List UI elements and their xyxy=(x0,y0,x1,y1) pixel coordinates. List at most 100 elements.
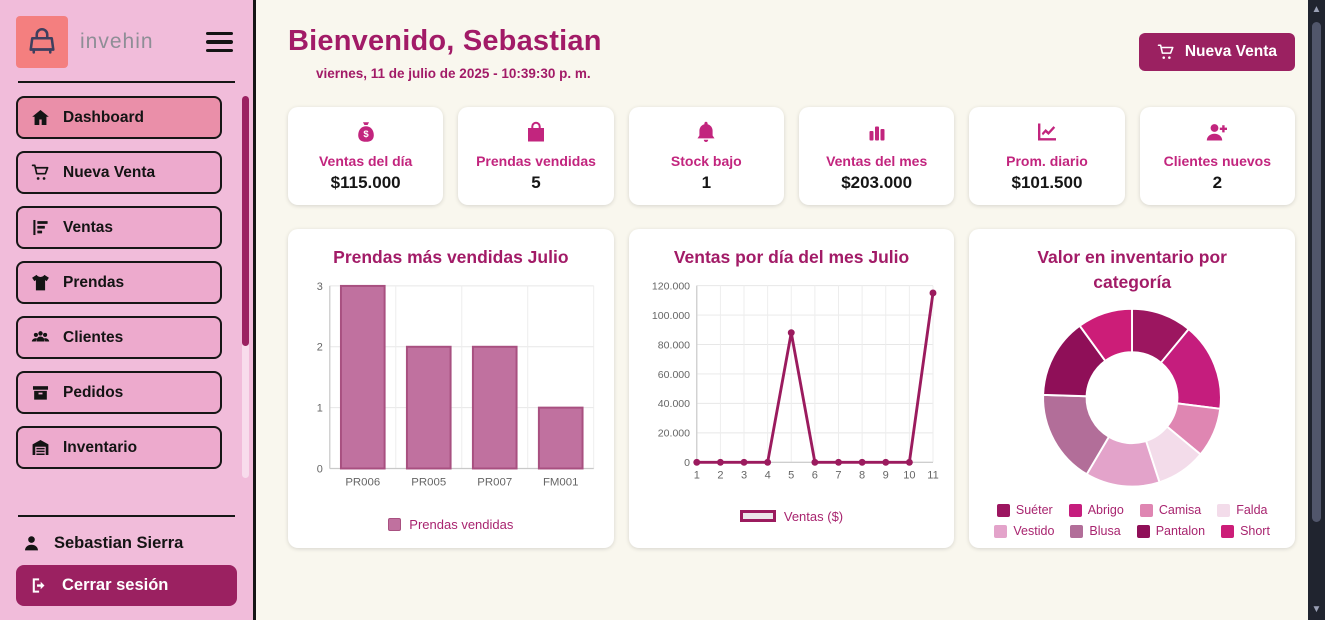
money-bag-icon: $ xyxy=(294,120,437,146)
stat-value: $203.000 xyxy=(841,173,913,192)
handbag-icon xyxy=(29,28,55,54)
cart-icon xyxy=(1157,44,1174,59)
donut-legend-label: Suéter xyxy=(1015,503,1053,518)
svg-text:0: 0 xyxy=(684,457,690,469)
line-chart: 0 20.000 40.000 60.000 80.000 100.000 120.000 1… xyxy=(652,281,939,482)
main-content: Bienvenido, Sebastian viernes, 11 de jul… xyxy=(256,0,1325,620)
svg-text:PR006: PR006 xyxy=(345,477,380,489)
svg-text:10: 10 xyxy=(903,470,915,482)
donut-legend-label: Pantalon xyxy=(1155,524,1206,539)
sidebar-item-inventario[interactable]: Inventario xyxy=(16,426,222,469)
stats-row: $ Ventas del día $115.000 Prendas vendidas 5… xyxy=(288,107,1295,205)
svg-text:20.000: 20.000 xyxy=(657,428,689,440)
user-plus-icon xyxy=(1146,120,1289,146)
stat-label: Ventas del día xyxy=(318,153,413,169)
donut-legend-item: Suéter xyxy=(996,503,1053,518)
stat-card: Ventas del mes $203.000 xyxy=(798,107,955,205)
donut-legend-swatch xyxy=(1068,503,1082,517)
sidebar-item-ventas[interactable]: Ventas xyxy=(16,206,222,249)
line-chart-card: Ventas por día del mes Julio 0 20.000 40.0… xyxy=(628,229,955,549)
svg-text:2: 2 xyxy=(317,342,323,354)
person-icon xyxy=(25,536,38,551)
sidebar-item-label: Clientes xyxy=(63,328,124,346)
sidebar-item-dashboard[interactable]: Dashboard xyxy=(16,96,222,139)
svg-text:100.000: 100.000 xyxy=(652,310,690,322)
donut-legend-item: Blusa xyxy=(1070,524,1121,538)
donut-legend-item: Falda xyxy=(1217,503,1268,518)
donut-legend-swatch xyxy=(1139,503,1153,517)
sidebar-item-prendas[interactable]: Prendas xyxy=(16,261,222,304)
donut-legend-swatch xyxy=(1136,524,1150,538)
stat-card: Clientes nuevos 2 xyxy=(1139,107,1295,205)
sidebar-item-label: Nueva Venta xyxy=(63,163,156,181)
sales-icon xyxy=(31,218,50,237)
sidebar-item-label: Prendas xyxy=(63,273,125,291)
page-scrollbar[interactable]: ▲ ▼ xyxy=(1308,0,1325,620)
donut-legend-label: Camisa xyxy=(1158,503,1202,518)
donut-legend-item: Short xyxy=(1221,524,1270,538)
sidebar-item-nueva-venta[interactable]: Nueva Venta xyxy=(16,151,222,194)
current-user: Sebastian Sierra xyxy=(16,530,237,565)
svg-text:5: 5 xyxy=(788,470,794,482)
donut-legend-label: Falda xyxy=(1236,503,1268,518)
scroll-down-icon[interactable]: ▼ xyxy=(1311,604,1322,615)
logout-button[interactable]: Cerrar sesión xyxy=(16,565,237,606)
bar-chart-icon xyxy=(805,120,948,146)
current-datetime: viernes, 11 de julio de 2025 - 10:39:30 … xyxy=(316,66,591,81)
donut-legend-item: Pantalon xyxy=(1136,524,1206,539)
sidebar-item-label: Inventario xyxy=(63,438,138,456)
svg-text:2: 2 xyxy=(717,470,723,482)
donut-legend-swatch xyxy=(1070,524,1084,538)
charts-row: Prendas más vendidas Julio 0 1 2 3 PR006 PR00… xyxy=(288,229,1296,549)
svg-text:4: 4 xyxy=(764,470,770,482)
donut-legend-label: Vestido xyxy=(1013,524,1055,539)
page-header: Bienvenido, Sebastian viernes, 11 de jul… xyxy=(288,25,1295,81)
svg-text:7: 7 xyxy=(835,470,841,482)
sidebar-item-clientes[interactable]: Clientes xyxy=(16,316,222,359)
stat-value: $101.500 xyxy=(1011,173,1083,192)
stat-card: Prendas vendidas 5 xyxy=(458,107,614,205)
stat-label: Prendas vendidas xyxy=(476,153,596,169)
line-chart-title: Ventas por día del mes Julio xyxy=(673,247,910,267)
warehouse-icon xyxy=(31,438,50,457)
hamburger-menu-icon[interactable] xyxy=(202,28,237,57)
donut-chart xyxy=(1042,307,1222,488)
logout-label: Cerrar sesión xyxy=(62,576,169,594)
stat-value: 1 xyxy=(701,173,712,192)
home-icon xyxy=(31,108,50,127)
stat-value: 5 xyxy=(531,173,541,192)
svg-text:1: 1 xyxy=(693,470,699,482)
sidebar-logo-row: invehin xyxy=(16,16,237,68)
bar-chart-legend: Prendas vendidas xyxy=(388,517,513,532)
svg-text:3: 3 xyxy=(317,281,323,293)
bar-legend-swatch xyxy=(388,517,402,531)
svg-text:11: 11 xyxy=(927,470,938,482)
svg-text:80.000: 80.000 xyxy=(657,340,689,352)
scroll-up-icon[interactable]: ▲ xyxy=(1311,4,1322,15)
donut-legend-item: Camisa xyxy=(1139,503,1202,518)
new-sale-button[interactable]: Nueva Venta xyxy=(1138,33,1295,71)
bar-legend-label: Prendas vendidas xyxy=(409,516,514,532)
chart-line-icon xyxy=(975,120,1118,146)
sidebar-divider-bottom xyxy=(18,515,235,517)
sidebar-item-pedidos[interactable]: Pedidos xyxy=(16,371,222,414)
svg-text:6: 6 xyxy=(811,470,817,482)
new-sale-label: Nueva Venta xyxy=(1184,43,1277,60)
sidebar-scrollbar[interactable] xyxy=(242,96,249,478)
stat-card: $ Ventas del día $115.000 xyxy=(288,107,444,205)
stat-label: Stock bajo xyxy=(670,153,742,169)
shirt-icon xyxy=(31,273,50,292)
brand-name: invehin xyxy=(80,30,154,53)
user-name: Sebastian Sierra xyxy=(54,534,184,552)
stat-label: Clientes nuevos xyxy=(1163,153,1271,169)
users-icon xyxy=(31,328,50,347)
stat-label: Ventas del mes xyxy=(826,153,928,169)
stat-card: Stock bajo 1 xyxy=(628,107,784,205)
scrollbar-thumb[interactable] xyxy=(1312,22,1321,522)
donut-legend-label: Abrigo xyxy=(1087,503,1124,518)
donut-chart-card: Valor en inventario por categoría Suéter… xyxy=(969,229,1296,549)
line-chart-legend: Ventas ($) xyxy=(739,509,843,524)
app-logo xyxy=(16,16,68,68)
page-title: Bienvenido, Sebastian xyxy=(288,25,602,57)
stat-label: Prom. diario xyxy=(1006,153,1088,169)
